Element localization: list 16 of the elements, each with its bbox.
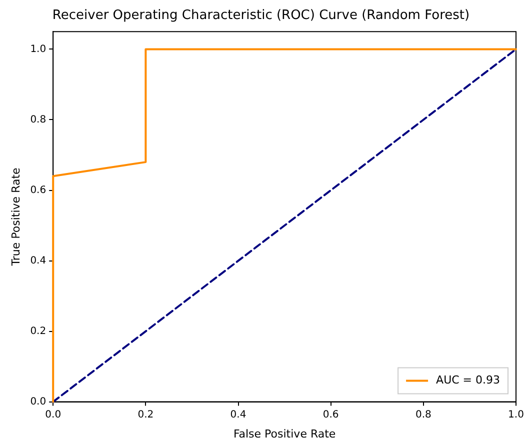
y-tick-label: 0.8	[30, 114, 46, 126]
x-tick-label: 0.0	[45, 409, 62, 420]
chart-title: Receiver Operating Characteristic (ROC) Curve (Random Forest)	[52, 8, 470, 24]
y-tick-label: 0.0	[30, 396, 46, 408]
x-axis-title: False Positive Rate	[233, 427, 336, 440]
y-tick-label: 1.0	[30, 44, 46, 55]
y-tick-label: 0.6	[30, 184, 46, 196]
y-tick-label: 0.2	[30, 326, 46, 337]
x-tick-label: 0.6	[322, 409, 339, 420]
y-tick-label: 0.4	[30, 255, 46, 266]
y-axis-title: True Positive Rate	[9, 167, 22, 267]
x-tick-label: 0.8	[415, 409, 432, 420]
x-tick-label: 0.2	[138, 409, 154, 420]
x-tick-label: 1.0	[508, 409, 524, 420]
x-tick-label: 0.4	[230, 409, 246, 420]
legend-label: AUC = 0.93	[436, 374, 500, 387]
